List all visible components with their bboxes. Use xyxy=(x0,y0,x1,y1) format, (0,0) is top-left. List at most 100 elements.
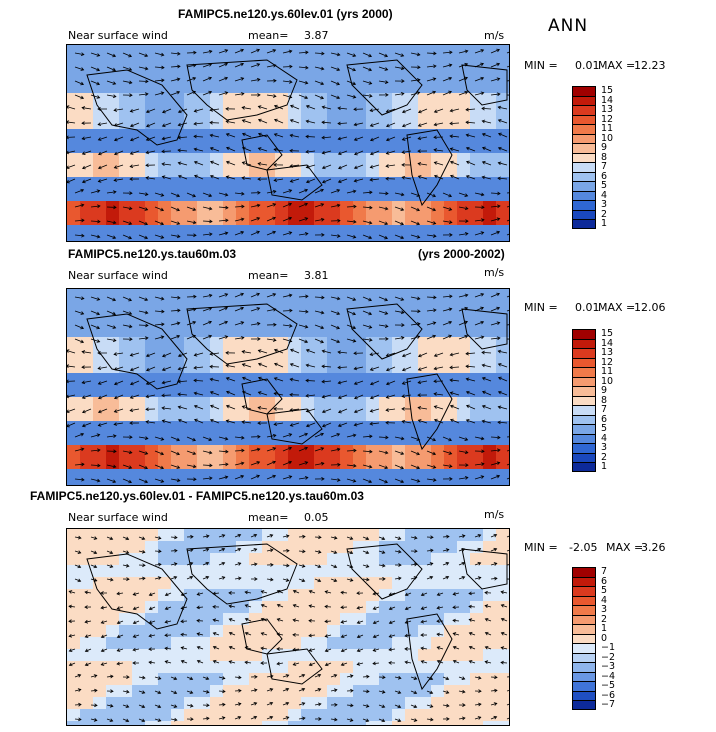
field-cell xyxy=(275,709,289,722)
field-cell xyxy=(457,177,471,190)
wind-vector xyxy=(346,52,356,57)
field-cell xyxy=(132,337,146,350)
panel1-colorbar-ticks: 15 14 13 12 11 10 9 8 7 6 5 4 3 2 1 xyxy=(601,86,613,229)
wind-vector xyxy=(402,150,412,153)
wind-vector-head xyxy=(112,220,117,225)
wind-vector xyxy=(330,478,340,481)
wind-vector xyxy=(469,619,476,622)
wind-vector xyxy=(386,108,396,113)
wind-vector xyxy=(468,592,476,594)
wind-vector-head xyxy=(288,216,293,221)
field-cell xyxy=(67,709,81,722)
field-cell xyxy=(67,141,81,154)
wind-vector-head xyxy=(497,448,501,453)
field-cell xyxy=(366,685,380,698)
wind-vector xyxy=(133,606,140,610)
field-cell xyxy=(249,661,263,674)
wind-vector xyxy=(498,421,508,424)
field-cell xyxy=(275,237,289,241)
field-cell xyxy=(145,69,159,82)
panel1-map-svg xyxy=(67,45,509,241)
wind-vector xyxy=(501,647,508,650)
field-cell xyxy=(470,709,484,722)
field-cell xyxy=(171,529,185,542)
wind-vector-head xyxy=(432,207,437,212)
field-cell xyxy=(470,433,484,446)
wind-vector xyxy=(322,350,332,354)
wind-vector xyxy=(186,206,196,211)
wind-vector-head xyxy=(257,177,261,182)
wind-vector xyxy=(85,662,92,666)
field-cell xyxy=(93,685,107,698)
wind-vector-head xyxy=(481,449,485,454)
wind-vector xyxy=(242,391,252,396)
wind-vector xyxy=(466,391,476,396)
field-cell xyxy=(197,637,211,650)
wind-vector xyxy=(266,64,276,68)
wind-vector xyxy=(250,448,260,452)
field-cell xyxy=(132,649,146,662)
field-cell xyxy=(93,541,107,554)
wind-vector xyxy=(234,63,244,68)
field-cell xyxy=(67,469,81,482)
wind-vector xyxy=(314,433,324,438)
wind-vector xyxy=(234,462,244,466)
field-cell xyxy=(340,301,354,314)
field-cell xyxy=(93,69,107,82)
wind-vector-head xyxy=(93,718,98,722)
field-cell xyxy=(119,565,133,578)
wind-vector xyxy=(146,177,156,180)
colorbar-swatch xyxy=(572,633,596,643)
field-cell xyxy=(132,349,146,362)
wind-vector xyxy=(106,220,116,224)
field-cell xyxy=(470,361,484,374)
wind-vector xyxy=(362,310,372,315)
wind-vector-head xyxy=(206,716,210,721)
wind-vector xyxy=(490,449,500,452)
field-cell xyxy=(470,325,484,338)
wind-vector xyxy=(186,704,193,707)
field-cell xyxy=(67,337,81,350)
wind-vector xyxy=(378,234,388,239)
field-cell xyxy=(197,337,211,350)
field-cell xyxy=(275,225,289,238)
wind-vector xyxy=(177,136,188,139)
wind-vector xyxy=(410,192,420,197)
wind-vector xyxy=(410,296,420,300)
field-cell xyxy=(158,649,172,662)
field-cell xyxy=(67,589,81,602)
wind-vector xyxy=(290,349,300,354)
field-cell xyxy=(275,601,289,614)
wind-vector xyxy=(161,394,172,396)
wind-vector-head xyxy=(494,576,498,581)
wind-vector xyxy=(389,592,396,596)
wind-vector xyxy=(90,550,97,554)
field-cell xyxy=(366,385,380,398)
wind-vector-head xyxy=(272,230,277,235)
wind-vector-head xyxy=(68,633,73,638)
field-cell xyxy=(171,141,185,154)
wind-vector-head xyxy=(129,191,133,196)
field-cell xyxy=(262,409,276,422)
field-cell xyxy=(496,337,509,350)
wind-vector xyxy=(426,322,436,326)
wind-vector xyxy=(378,192,389,194)
field-cell xyxy=(223,141,237,154)
wind-vector-head xyxy=(173,575,178,580)
wind-vector-head xyxy=(352,235,357,239)
wind-vector-head xyxy=(301,716,306,721)
field-cell xyxy=(210,685,224,698)
field-cell xyxy=(67,301,81,314)
field-cell xyxy=(483,289,497,302)
colorbar-swatch xyxy=(572,338,596,348)
field-cell xyxy=(80,397,94,410)
field-cell xyxy=(106,709,120,722)
field-cell xyxy=(67,225,81,238)
wind-vector-head xyxy=(317,673,322,678)
wind-vector xyxy=(170,704,177,708)
wind-vector-head xyxy=(209,219,213,224)
wind-vector-head xyxy=(116,661,121,666)
field-cell xyxy=(301,213,315,226)
wind-vector-head xyxy=(320,81,325,86)
field-cell xyxy=(483,129,497,142)
